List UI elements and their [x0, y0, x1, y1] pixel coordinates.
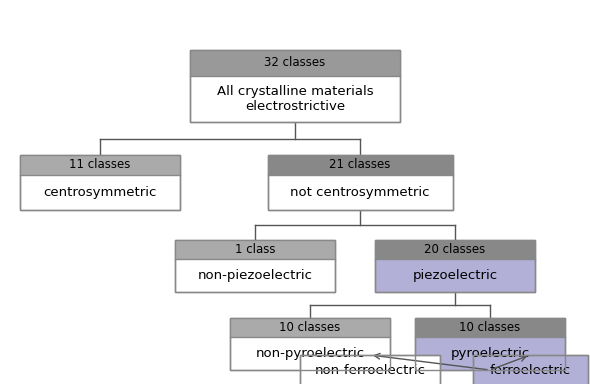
- Bar: [473, 355, 588, 384]
- Text: non-piezoelectric: non-piezoelectric: [198, 269, 313, 282]
- Bar: [190, 50, 400, 122]
- Text: 1 class: 1 class: [235, 243, 276, 256]
- Text: 10 classes: 10 classes: [280, 321, 340, 334]
- Bar: [190, 50, 400, 122]
- Text: 11 classes: 11 classes: [69, 159, 131, 171]
- Bar: [267, 155, 453, 175]
- Text: 32 classes: 32 classes: [264, 56, 326, 70]
- Bar: [415, 318, 565, 370]
- Bar: [300, 355, 440, 384]
- Bar: [267, 155, 453, 210]
- Bar: [375, 240, 535, 292]
- Bar: [415, 318, 565, 337]
- Bar: [20, 155, 180, 210]
- Bar: [375, 240, 535, 259]
- Text: non-ferroelectric: non-ferroelectric: [314, 364, 425, 377]
- Bar: [375, 240, 535, 292]
- Text: 21 classes: 21 classes: [329, 159, 391, 171]
- Text: non-pyroelectric: non-pyroelectric: [255, 347, 365, 360]
- Bar: [230, 318, 390, 370]
- Text: 10 classes: 10 classes: [460, 321, 520, 334]
- Bar: [175, 240, 335, 292]
- Bar: [300, 355, 440, 384]
- Text: piezoelectric: piezoelectric: [412, 269, 497, 282]
- Bar: [267, 155, 453, 210]
- Bar: [175, 240, 335, 259]
- Bar: [230, 318, 390, 337]
- Text: ferroelectric: ferroelectric: [490, 364, 571, 377]
- Bar: [473, 355, 588, 384]
- Text: pyroelectric: pyroelectric: [450, 347, 530, 360]
- Bar: [20, 155, 180, 210]
- Text: not centrosymmetric: not centrosymmetric: [290, 186, 430, 199]
- Text: centrosymmetric: centrosymmetric: [43, 186, 157, 199]
- Bar: [230, 318, 390, 370]
- Text: 20 classes: 20 classes: [424, 243, 486, 256]
- Text: All crystalline materials
electrostrictive: All crystalline materials electrostricti…: [217, 85, 373, 113]
- Bar: [20, 155, 180, 175]
- Bar: [415, 318, 565, 370]
- Bar: [190, 50, 400, 76]
- Bar: [175, 240, 335, 292]
